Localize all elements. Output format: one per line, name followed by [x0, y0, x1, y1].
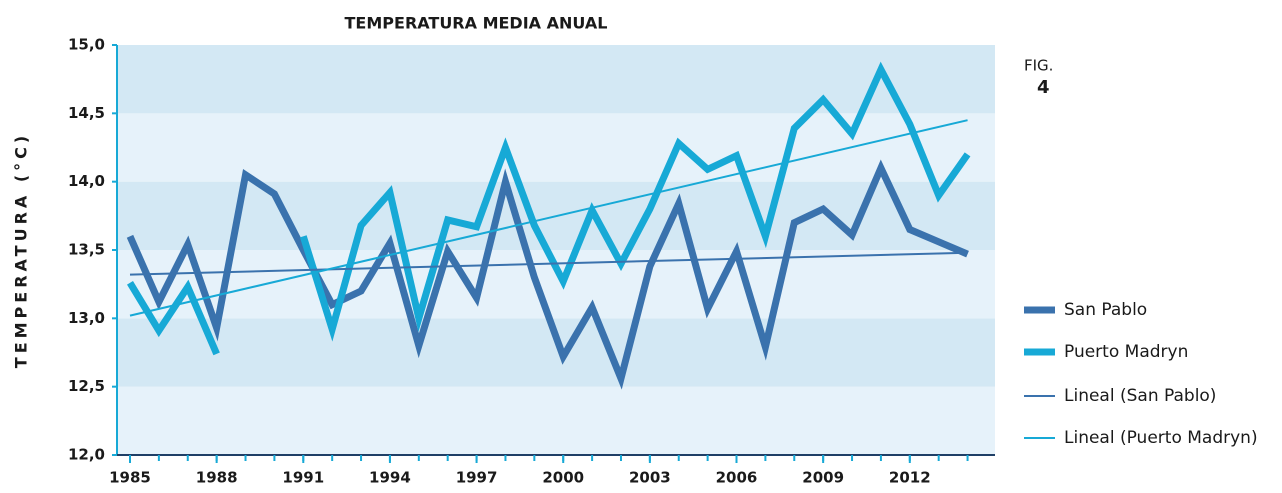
trend-line — [129, 251, 968, 276]
fig-number: 4 — [1037, 77, 1050, 98]
legend-label: Puerto Madryn — [1064, 342, 1188, 362]
x-tick-label: 2003 — [629, 469, 671, 487]
data-line — [126, 159, 969, 390]
y-tick-label: 13,5 — [68, 241, 105, 259]
y-tick-label: 12,5 — [68, 377, 105, 395]
x-tick-label: 2009 — [802, 469, 844, 487]
x-tick-label: 1997 — [456, 469, 498, 487]
y-tick-label: 12,0 — [68, 446, 105, 464]
data-line — [127, 279, 220, 356]
fig-label: FIG. — [1024, 57, 1053, 75]
legend-label: Lineal (Puerto Madryn) — [1064, 428, 1258, 448]
x-tick-label: 1985 — [109, 469, 151, 487]
chart-title: TEMPERATURA MEDIA ANUAL — [345, 14, 608, 33]
y-axis-label: TEMPERATURA (°C) — [12, 132, 31, 368]
data-line — [299, 61, 971, 342]
x-tick-label: 2000 — [542, 469, 584, 487]
x-tick-label: 1991 — [282, 469, 324, 487]
background-band — [117, 386, 995, 455]
trend-line — [129, 119, 968, 317]
x-tick-label: 2006 — [716, 469, 758, 487]
background-band — [117, 113, 995, 182]
y-tick-label: 14,5 — [68, 104, 105, 122]
y-tick-label: 14,0 — [68, 172, 105, 190]
y-tick-label: 15,0 — [68, 36, 105, 54]
legend-label: San Pablo — [1064, 300, 1147, 320]
y-tick-label: 13,0 — [68, 309, 105, 327]
x-tick-label: 2012 — [889, 469, 931, 487]
x-tick-label: 1994 — [369, 469, 411, 487]
background-band — [117, 45, 995, 114]
x-tick-label: 1988 — [196, 469, 238, 487]
legend-label: Lineal (San Pablo) — [1064, 386, 1216, 406]
